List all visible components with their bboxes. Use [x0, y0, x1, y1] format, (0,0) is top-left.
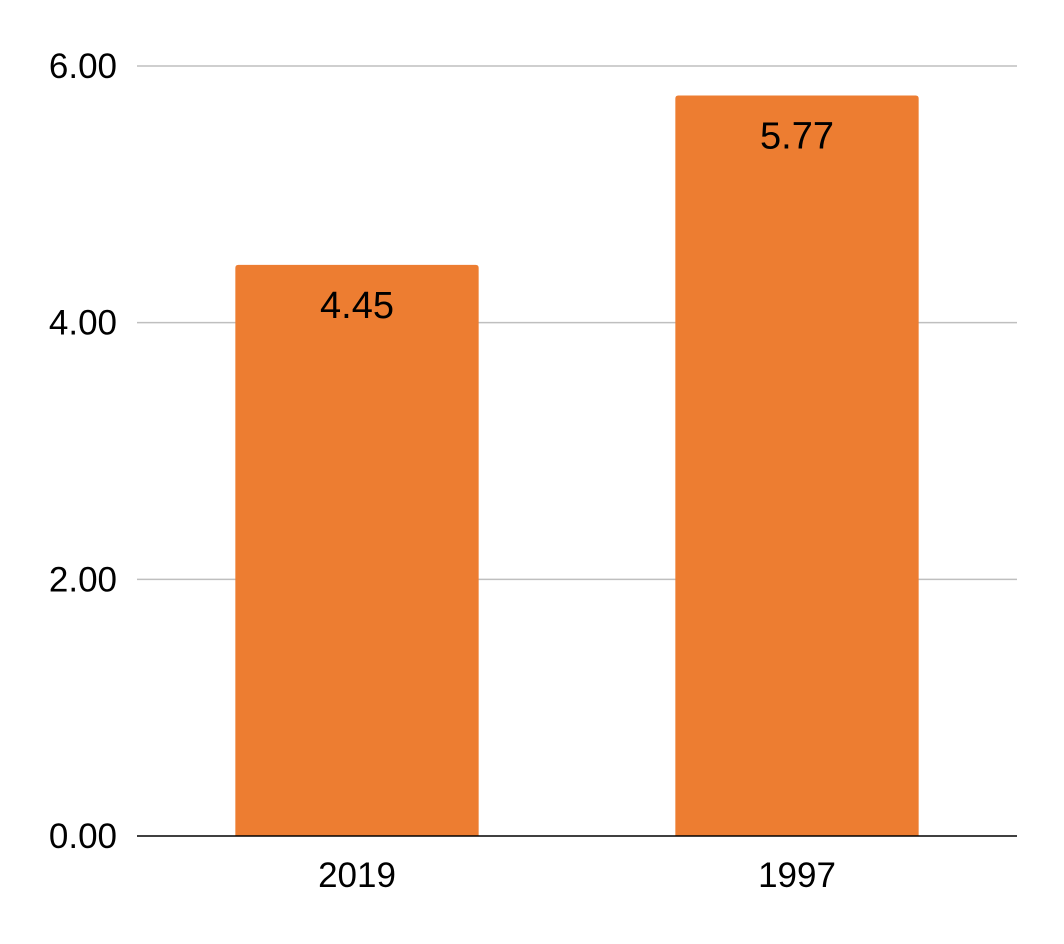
bar-2019 [235, 264, 479, 837]
y-tick-label: 6.00 [49, 47, 117, 86]
y-tick-label: 2.00 [49, 560, 117, 599]
x-tick-label: 2019 [318, 856, 396, 895]
bar-value-label: 4.45 [320, 285, 394, 327]
y-axis-tick-labels: 0.00 2.00 4.00 6.00 [49, 47, 117, 856]
x-tick-label: 1997 [758, 856, 836, 895]
bar-value-label: 5.77 [760, 116, 834, 158]
bar-value-labels: 4.45 5.77 [320, 116, 834, 327]
y-tick-label: 4.00 [49, 304, 117, 343]
y-tick-label: 0.00 [49, 817, 117, 856]
bars [235, 95, 919, 837]
x-axis-tick-labels: 2019 1997 [318, 856, 836, 895]
bar-1997 [675, 95, 919, 837]
